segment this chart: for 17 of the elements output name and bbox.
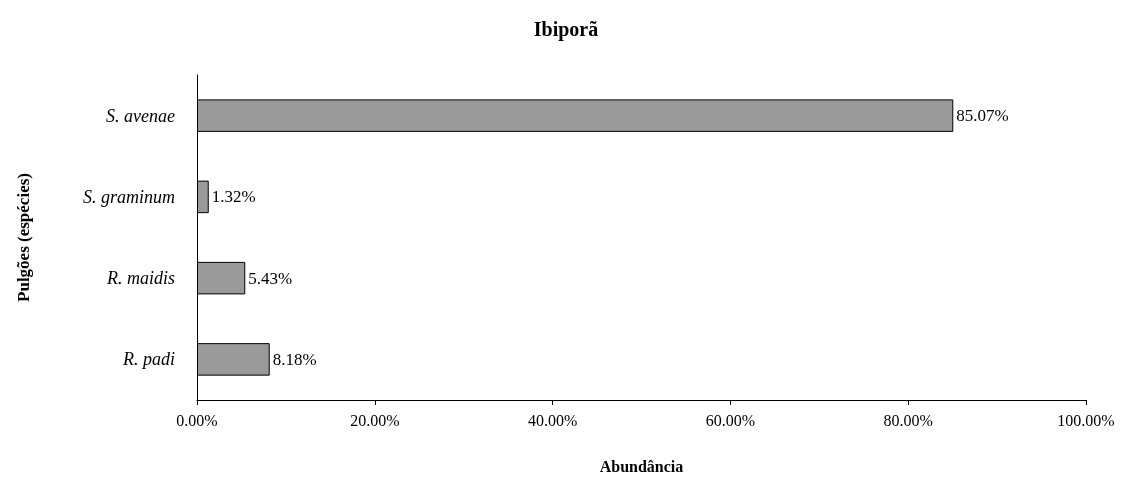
y-tick-label: R. padi: [122, 349, 175, 370]
x-tick-label: 20.00%: [350, 411, 400, 429]
data-label: 5.43%: [248, 268, 293, 288]
data-label: 1.32%: [211, 187, 256, 207]
y-tick-label: S. graminum: [82, 186, 175, 207]
data-label: 8.18%: [272, 349, 317, 369]
x-tick-label: 40.00%: [527, 411, 578, 429]
x-tick-label: 60.00%: [705, 411, 756, 429]
chart-title: Ibiporã: [533, 18, 599, 41]
y-tick-label: R. maidis: [105, 268, 175, 289]
x-tick-label: 100.00%: [1057, 411, 1115, 429]
x-tick-label: 80.00%: [883, 411, 933, 429]
y-tick-label: S. avenae: [106, 105, 176, 126]
x-axis-title: Abundância: [599, 457, 684, 475]
data-label: 85.07%: [956, 106, 1009, 126]
x-tick-label: 0.00%: [176, 411, 218, 429]
y-axis-title: Pulgões (espécies): [14, 173, 33, 302]
